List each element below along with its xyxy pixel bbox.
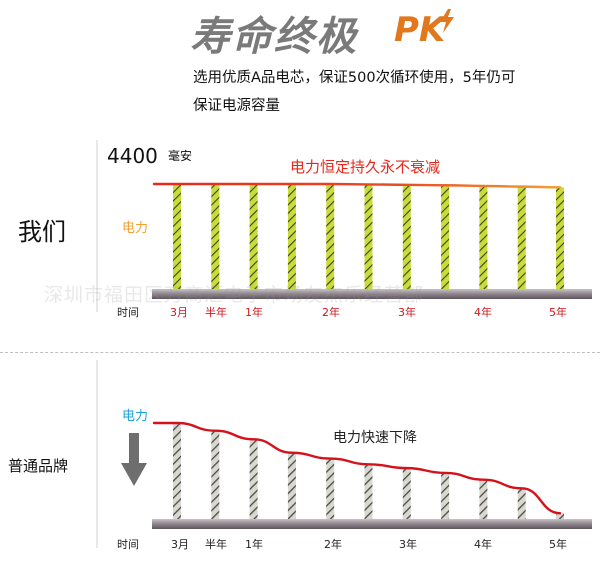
bar [211, 184, 220, 289]
pk-logo-text: PK [394, 10, 446, 50]
bar [517, 488, 526, 519]
chart-annotation: 电力快速下降 [333, 430, 417, 446]
bar [326, 458, 335, 519]
bar [287, 452, 296, 519]
ours-side-label: 我们 [18, 218, 66, 246]
generic-side-label: 普通品牌 [8, 457, 69, 475]
x-tick-label: 5年 [549, 537, 567, 551]
bar [402, 184, 411, 289]
bar [441, 472, 450, 519]
x-tick-label: 3年 [398, 305, 416, 319]
bar [173, 184, 181, 289]
spark-icon [440, 9, 454, 33]
bar [287, 184, 296, 289]
bar [249, 184, 258, 289]
bar [479, 185, 488, 289]
chart-annotation: 电力恒定持久永不衰减 [290, 158, 440, 176]
trend-line [152, 182, 562, 189]
x-tick-label: 2年 [324, 537, 342, 551]
bar [364, 184, 373, 289]
subtitle-line-2: 保证电源容量 [193, 98, 280, 114]
x-tick-label: 2年 [322, 305, 340, 319]
x-tick-label: 3月 [171, 538, 189, 551]
x-axis-label: 时间 [117, 538, 139, 551]
bar [556, 513, 564, 519]
trend-line [152, 421, 562, 515]
bar [402, 468, 411, 519]
bar [211, 430, 220, 519]
x-tick-label: 5年 [549, 305, 567, 319]
x-axis-label: 时间 [117, 306, 139, 319]
subtitle-line-1: 选用优质A品电芯，保证500次循环使用，5年仍可 [193, 70, 516, 86]
x-tick-label: 半年 [205, 305, 227, 319]
bar [173, 423, 181, 519]
y-axis-label: 电力 [122, 409, 148, 424]
bar [441, 185, 450, 289]
y-axis-label: 电力 [122, 221, 148, 236]
x-tick-label: 4年 [474, 537, 492, 551]
bar [556, 187, 564, 289]
x-tick-label: 1年 [245, 537, 263, 551]
capacity-value: 4400 [107, 144, 158, 168]
x-tick-label: 1年 [245, 305, 263, 319]
x-tick-label: 4年 [474, 305, 492, 319]
bar [249, 439, 258, 519]
page-title: 寿命终极 [190, 13, 358, 60]
down-arrow-icon [121, 433, 147, 486]
bar [364, 464, 373, 519]
bar [479, 479, 488, 519]
x-tick-label: 3月 [170, 306, 188, 319]
baseline-bar [152, 289, 592, 299]
x-tick-label: 3年 [399, 537, 417, 551]
baseline-bar [152, 519, 592, 529]
bar [326, 184, 335, 289]
capacity-unit: 毫安 [168, 149, 193, 163]
watermark-text: 深圳市福田区万商汇电子市场友杰乐经营部 [44, 284, 425, 306]
x-tick-label: 半年 [205, 537, 227, 551]
section-divider [0, 352, 600, 353]
bar [517, 186, 526, 289]
